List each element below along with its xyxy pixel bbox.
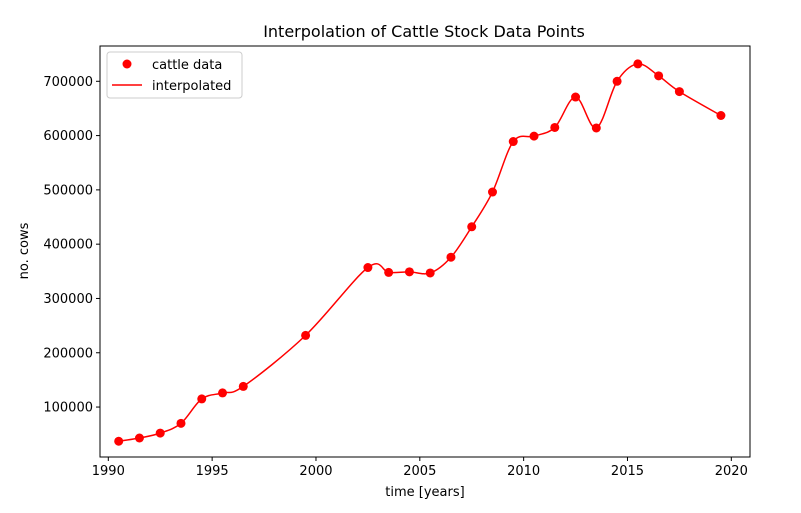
y-tick-label: 100000 — [43, 401, 93, 416]
legend: cattle data interpolated — [106, 51, 243, 99]
legend-box — [106, 51, 243, 99]
y-tick-label: 400000 — [43, 238, 93, 253]
data-point — [654, 71, 664, 81]
data-point — [571, 92, 581, 102]
y-axis-label: no. cows — [17, 222, 32, 279]
data-point — [404, 267, 414, 277]
data-point — [550, 122, 560, 132]
y-tick-label: 200000 — [43, 346, 93, 361]
data-point — [176, 418, 186, 428]
y-axis: 100000 200000 300000 400000 500000 600000 7000… — [43, 75, 100, 416]
y-tick-label: 600000 — [43, 129, 93, 144]
x-tick-label: 2000 — [299, 464, 332, 479]
data-point — [529, 131, 539, 141]
data-point — [446, 252, 456, 262]
x-tick-label: 1990 — [92, 464, 125, 479]
data-point — [508, 137, 518, 147]
data-point — [612, 76, 622, 86]
x-tick-label: 2020 — [715, 464, 748, 479]
data-point — [363, 263, 373, 273]
data-point — [197, 394, 207, 404]
data-point — [716, 110, 726, 120]
data-point — [155, 428, 165, 438]
data-point — [467, 222, 477, 232]
data-point — [425, 268, 435, 278]
y-tick-label: 500000 — [43, 183, 93, 198]
interpolated-line — [118, 63, 722, 442]
y-tick-label: 700000 — [43, 75, 93, 90]
cattle-data-markers — [114, 59, 726, 446]
chart-title: Interpolation of Cattle Stock Data Point… — [263, 22, 585, 41]
data-point — [487, 187, 497, 197]
data-point — [301, 330, 311, 340]
x-axis-label: time [years] — [385, 485, 464, 500]
x-tick-label: 2015 — [611, 464, 644, 479]
data-point — [384, 267, 394, 277]
legend-entry-interpolated: interpolated — [152, 79, 231, 94]
legend-entry-cattle-data: cattle data — [152, 58, 222, 73]
data-point — [218, 388, 228, 398]
data-point — [674, 87, 684, 97]
x-tick-label: 2005 — [403, 464, 436, 479]
plot-frame — [99, 45, 751, 458]
legend-marker-icon — [122, 59, 132, 69]
data-point — [633, 59, 643, 69]
y-tick-label: 300000 — [43, 292, 93, 307]
data-point — [238, 381, 248, 391]
data-point — [591, 123, 601, 133]
x-tick-label: 2010 — [507, 464, 540, 479]
x-axis: 1990 1995 2000 2005 2010 2015 2020 — [92, 457, 748, 479]
x-tick-label: 1995 — [196, 464, 229, 479]
data-point — [134, 433, 144, 443]
data-point — [114, 436, 124, 446]
